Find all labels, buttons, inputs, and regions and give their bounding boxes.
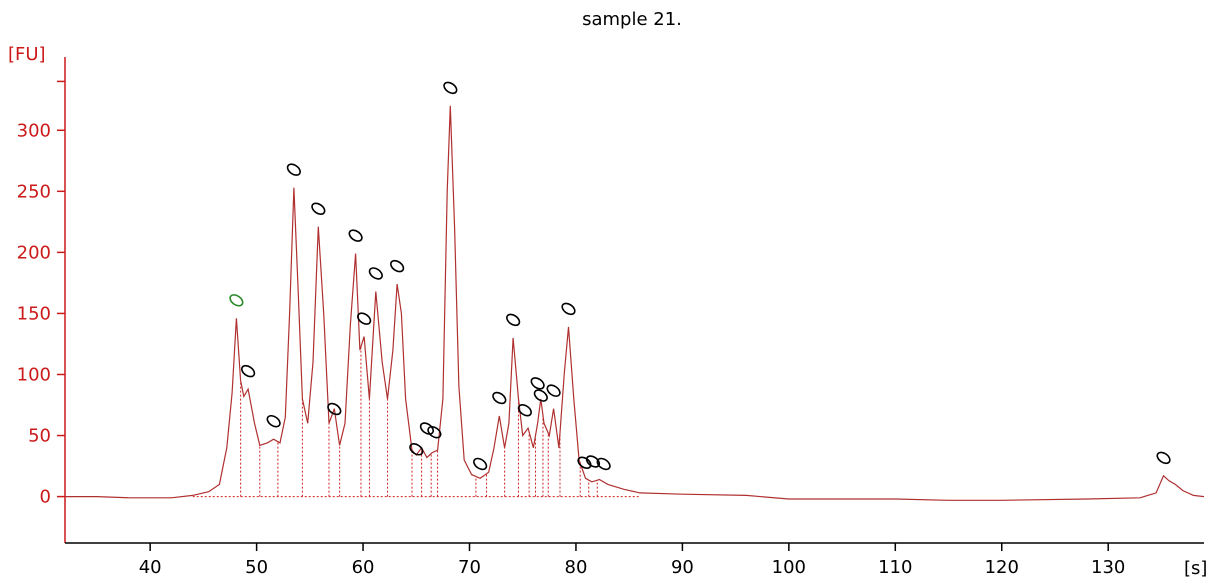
y-tick-label: 100 (17, 364, 51, 385)
peak-marker (266, 414, 281, 428)
y-tick-label: 300 (17, 120, 51, 141)
x-axis-ticks: 40 50 60 70 80 90 100 110 120 130 (139, 543, 1125, 578)
peak-marker (530, 377, 545, 390)
x-tick-label: 100 (772, 557, 806, 578)
x-axis-label: [s] (1184, 558, 1207, 579)
peak-marker (443, 81, 458, 95)
x-tick-label: 80 (565, 557, 588, 578)
y-tick-label: 50 (28, 426, 51, 447)
y-axis-ticks: 0 50 100 150 200 250 300 (17, 80, 65, 508)
peak-marker (596, 457, 611, 471)
fluorescence-trace (65, 105, 1205, 501)
y-tick-label: 250 (17, 181, 51, 202)
peak-marker-highlighted (229, 294, 244, 307)
peak-marker (348, 229, 363, 242)
peak-marker (546, 384, 561, 397)
x-tick-label: 70 (458, 557, 481, 578)
peak-marker (585, 455, 601, 468)
peak-marker (368, 267, 383, 280)
peak-marker (533, 389, 548, 402)
peak-marker (517, 403, 532, 417)
peak-marker (419, 422, 435, 435)
peak-marker (357, 312, 372, 325)
peak-marker (492, 391, 507, 405)
peak-marker (311, 202, 326, 215)
y-tick-label: 200 (17, 242, 51, 263)
x-tick-label: 60 (352, 557, 375, 578)
y-tick-label: 150 (17, 303, 51, 324)
peak-markers (229, 81, 1171, 471)
peak-marker (286, 163, 301, 176)
peak-marker (506, 313, 521, 327)
plot-area: 0 50 100 150 200 250 300 40 50 60 70 80 90 100 110 120… (17, 57, 1205, 578)
peak-marker (390, 259, 405, 273)
x-tick-label: 50 (245, 557, 268, 578)
x-tick-label: 40 (139, 557, 162, 578)
peak-marker (327, 402, 342, 416)
y-axis-label: [FU] (8, 44, 46, 65)
x-tick-label: 120 (985, 557, 1019, 578)
chart-title: sample 21. (582, 9, 682, 30)
x-tick-label: 130 (1091, 557, 1125, 578)
peak-dropdown-lines (240, 346, 598, 497)
peak-marker (1156, 451, 1171, 465)
x-tick-label: 110 (878, 557, 912, 578)
x-tick-label: 90 (671, 557, 694, 578)
peak-marker (561, 302, 576, 316)
y-tick-label: 0 (40, 487, 51, 508)
peak-marker (473, 457, 488, 471)
peak-marker (409, 443, 424, 456)
peak-marker (241, 364, 256, 378)
peak-marker (427, 425, 442, 439)
